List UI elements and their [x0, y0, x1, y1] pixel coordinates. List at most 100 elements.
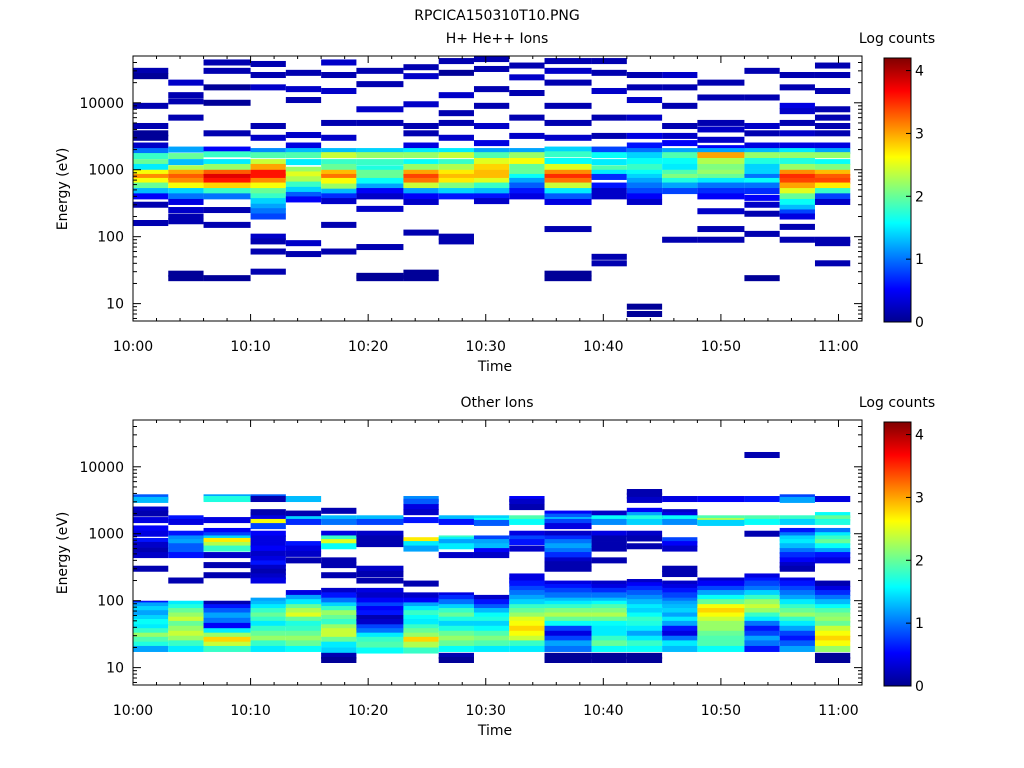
heatmap-cell: [321, 159, 357, 166]
heatmap-cell: [250, 550, 286, 557]
heatmap-cell: [133, 541, 169, 548]
heatmap-cell: [591, 510, 627, 517]
heatmap-cell: [133, 530, 169, 537]
heatmap-cell: [544, 177, 592, 184]
heatmap-cell: [403, 545, 439, 552]
heatmap-cell: [626, 492, 663, 499]
x-tick-label: 10:10: [230, 703, 270, 719]
heatmap-cell: [403, 177, 439, 184]
heatmap-cell: [697, 625, 745, 632]
heatmap-cell: [544, 630, 592, 637]
heatmap-cell: [591, 253, 627, 260]
heatmap-cell: [744, 177, 780, 184]
heatmap-cell: [473, 177, 510, 184]
heatmap-cell: [509, 608, 545, 615]
heatmap-cell: [356, 152, 404, 159]
heatmap-cell: [544, 620, 592, 627]
x-tick-label: 10:30: [466, 339, 506, 355]
y-tick-label: 10000: [79, 460, 124, 476]
colorbar: [883, 421, 912, 687]
heatmap-cell: [250, 577, 286, 584]
heatmap-cell: [203, 151, 251, 158]
heatmap-cell: [285, 594, 322, 601]
heatmap-cell: [133, 130, 169, 137]
heatmap-cell: [544, 635, 592, 642]
heatmap-cell: [321, 656, 357, 663]
heatmap-cell: [697, 193, 745, 200]
heatmap-cell: [662, 571, 698, 578]
heatmap-cell: [814, 594, 851, 601]
heatmap-cell: [250, 173, 286, 180]
heatmap-cell: [662, 72, 698, 79]
heatmap-cell: [509, 90, 545, 97]
heatmap-cell: [133, 193, 169, 200]
heatmap-cell: [662, 515, 698, 522]
colorbar-tick-label: 0: [915, 315, 924, 331]
heatmap-cell: [203, 617, 251, 624]
heatmap-cell: [814, 260, 851, 267]
heatmap-cell: [509, 498, 545, 505]
colorbar-tick-label: 1: [915, 252, 924, 268]
heatmap-cell: [591, 159, 627, 166]
heatmap-cells: [133, 56, 851, 317]
heatmap-cell: [814, 616, 851, 623]
heatmap-cell: [473, 188, 510, 195]
heatmap-cell: [814, 552, 851, 559]
heatmap-cell: [814, 62, 851, 69]
heatmap-cell: [779, 198, 815, 205]
heatmap-cell: [744, 585, 780, 592]
heatmap-cell: [438, 110, 474, 117]
heatmap-cell: [509, 545, 545, 552]
heatmap-cell: [250, 616, 286, 623]
heatmap-cell: [250, 213, 286, 220]
heatmap-cell: [626, 489, 663, 496]
heatmap-cell: [779, 616, 815, 623]
heatmap-cell: [544, 652, 592, 659]
heatmap-cell: [744, 275, 780, 282]
heatmap-cell: [168, 616, 204, 623]
heatmap-cell: [438, 608, 474, 615]
heatmap-cell: [744, 616, 780, 623]
heatmap-cell: [133, 628, 169, 635]
heatmap-cell: [779, 532, 815, 539]
heatmap-cell: [321, 169, 357, 176]
heatmap-cell: [473, 612, 510, 619]
heatmap-cell: [203, 632, 251, 639]
heatmap-cell: [544, 275, 592, 282]
heatmap-cell: [250, 238, 286, 245]
heatmap-cell: [438, 616, 474, 623]
heatmap-cell: [133, 188, 169, 195]
heatmap-cell: [662, 545, 698, 552]
colorbar-tick-label: 3: [915, 126, 924, 142]
heatmap-cell: [321, 152, 357, 159]
heatmap-cell: [744, 67, 780, 74]
x-tick-label: 10:00: [113, 703, 153, 719]
heatmap-cell: [662, 640, 698, 647]
heatmap-cell: [591, 635, 627, 642]
heatmap-cell: [403, 130, 439, 137]
heatmap-cell: [591, 604, 627, 611]
heatmap-cell: [203, 207, 251, 214]
heatmap-cell: [814, 590, 851, 597]
heatmap-cell: [814, 527, 851, 534]
heatmap-cell: [509, 132, 545, 139]
heatmap-cell: [250, 597, 286, 604]
heatmap-cell: [626, 188, 663, 195]
heatmap-cell: [544, 597, 592, 604]
heatmap-cell: [662, 182, 698, 189]
heatmap-cell: [438, 134, 474, 141]
heatmap-cell: [356, 628, 404, 635]
heatmap-cell: [744, 130, 780, 137]
heatmap-cell: [133, 615, 169, 622]
heatmap-cell: [626, 640, 663, 647]
heatmap-cell: [744, 169, 780, 176]
heatmap-cell: [509, 518, 545, 525]
heatmap-cell: [403, 152, 439, 159]
heatmap-cell: [168, 552, 204, 559]
heatmap-cell: [403, 173, 439, 180]
heatmap-cell: [321, 248, 357, 255]
heatmap-cell: [591, 188, 627, 195]
heatmap-cell: [473, 640, 510, 647]
heatmap-cell: [438, 656, 474, 663]
heatmap-cell: [250, 630, 286, 637]
